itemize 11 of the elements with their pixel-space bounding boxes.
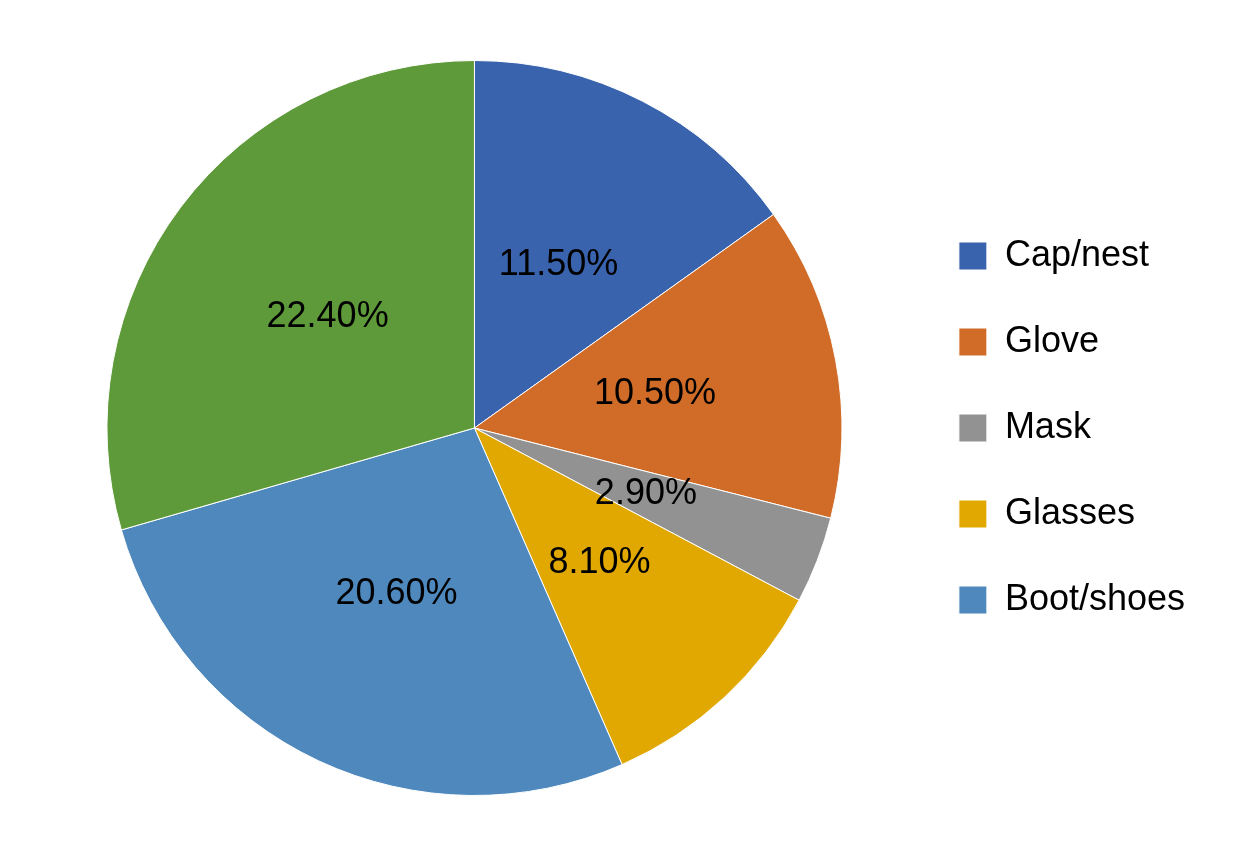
data-label: 8.10%	[548, 539, 651, 581]
data-label: 10.50%	[593, 370, 717, 412]
data-label: 22.40%	[266, 294, 389, 336]
data-label: 2.90%	[594, 471, 697, 513]
legend-label: Cap/nest	[1004, 232, 1149, 274]
data-label: 11.50%	[498, 241, 619, 283]
legend-label: Glove	[1004, 318, 1099, 360]
legend-label: Boot/shoes	[1004, 576, 1185, 618]
legend-label: Mask	[1004, 404, 1092, 446]
legend-label: Glasses	[1004, 490, 1135, 532]
data-label: 20.60%	[335, 571, 458, 613]
